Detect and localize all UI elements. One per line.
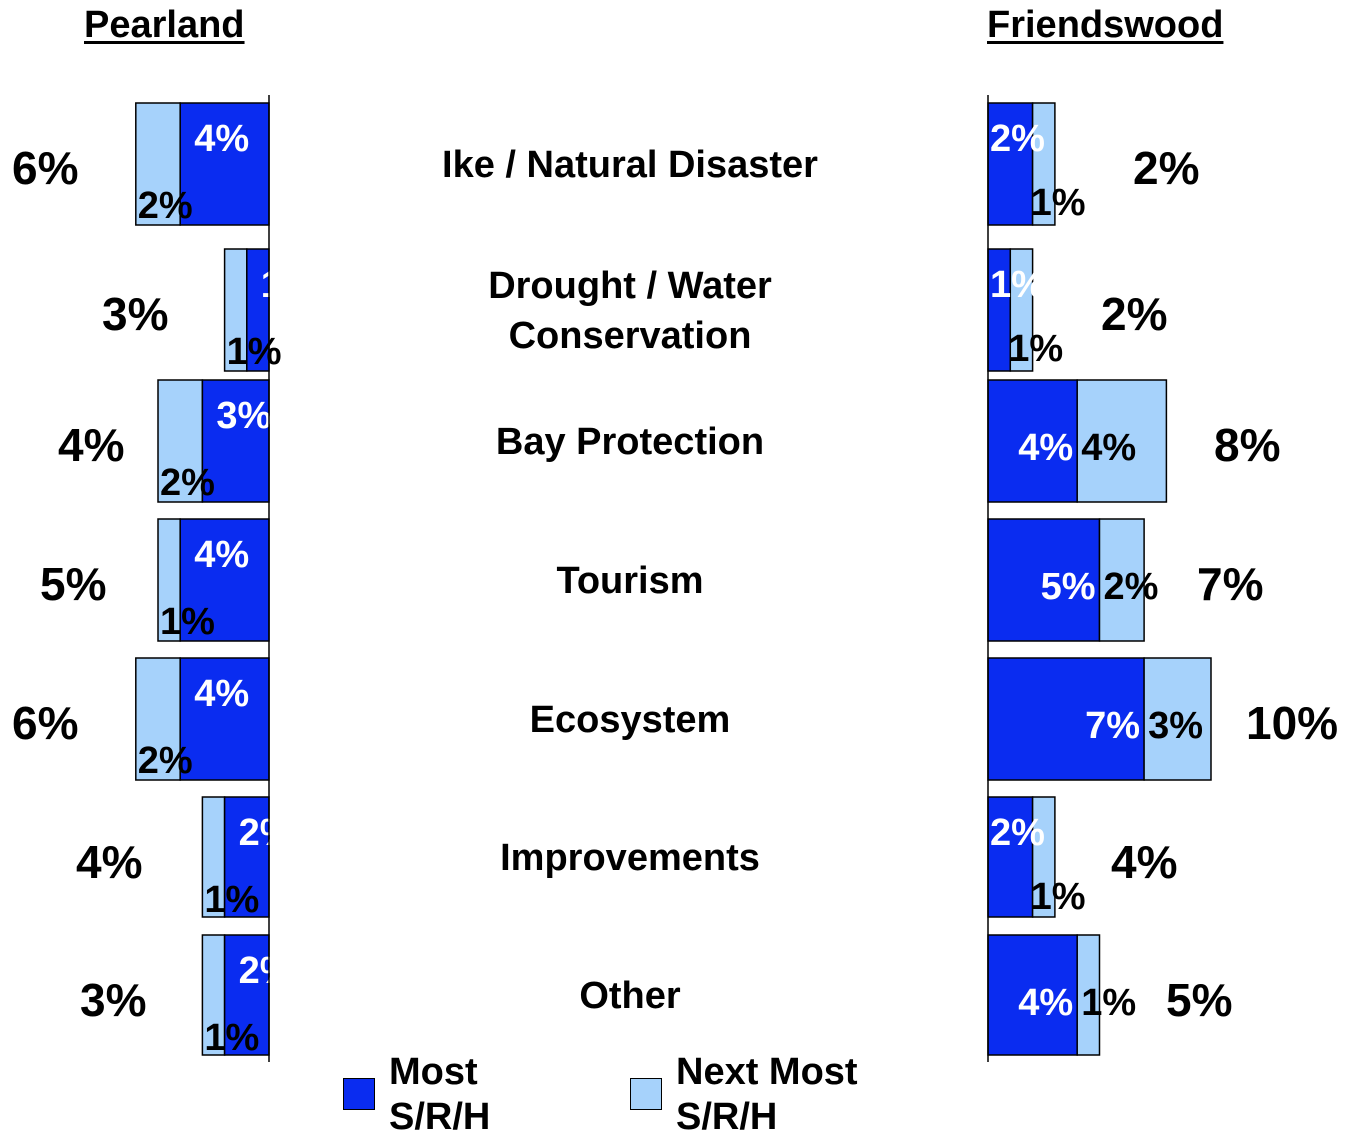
friendswood-label-next-ike-natural-disaster: 1% [1031, 182, 1086, 224]
pearland-label-next-other: 1% [204, 1017, 259, 1059]
pearland-label-most-other: 2% [239, 950, 294, 992]
pearland-bar-next-ike-natural-disaster [135, 102, 181, 226]
friendswood-label-most-improvements: 2% [990, 812, 1045, 854]
pearland-label-next-ike-natural-disaster: 2% [138, 185, 193, 227]
pearland-bar-most-ecosystem [179, 657, 270, 781]
friendswood-bar-next-tourism [1098, 518, 1145, 642]
legend-label-next-most: Next Most S/R/H [676, 1051, 858, 1138]
legend-most: Most S/R/H [343, 1050, 629, 1140]
pearland-label-next-tourism: 1% [160, 601, 215, 643]
legend-next-most: Next Most S/R/H [630, 1050, 916, 1140]
friendswood-label-next-tourism: 2% [1104, 566, 1159, 608]
friendswood-bar-next-other [1076, 934, 1101, 1056]
pearland-total-ike-natural-disaster: 6% [12, 142, 78, 194]
category-label-tourism: Tourism [556, 560, 703, 602]
friendswood-total-ecosystem: 10% [1246, 697, 1338, 749]
pearland-bar-most-improvements [223, 796, 270, 918]
friendswood-label-next-improvements: 1% [1031, 876, 1086, 918]
legend-swatch-next-most [630, 1078, 662, 1110]
category-label-improvements: Improvements [500, 837, 760, 879]
friendswood-label-most-bay-protection: 4% [1018, 427, 1073, 469]
pearland-label-next-ecosystem: 2% [138, 740, 193, 782]
category-label-ike-natural-disaster: Ike / Natural Disaster [442, 144, 818, 186]
pearland-label-most-improvements: 2% [239, 812, 294, 854]
friendswood-total-tourism: 7% [1197, 558, 1263, 610]
pearland-label-next-bay-protection: 2% [160, 462, 215, 504]
friendswood-total-improvements: 4% [1111, 836, 1177, 888]
friendswood-label-next-drought-water-conservation: 1% [1008, 328, 1063, 370]
friendswood-label-next-bay-protection: 4% [1081, 427, 1136, 469]
pearland-label-most-bay-protection: 3% [216, 395, 271, 437]
friendswood-bar-most-ecosystem [987, 657, 1145, 781]
friendswood-title: Friendswood [987, 4, 1224, 46]
friendswood-bar-next-drought-water-conservation [1009, 248, 1034, 372]
friendswood-label-most-ike-natural-disaster: 2% [990, 118, 1045, 160]
pearland-bar-next-ecosystem [135, 657, 181, 781]
friendswood-label-most-drought-water-conservation: 1% [990, 264, 1045, 306]
friendswood-bar-next-ike-natural-disaster [1031, 102, 1056, 226]
friendswood-bar-next-ecosystem [1143, 657, 1212, 781]
pearland-label-next-drought-water-conservation: 1% [227, 331, 282, 373]
pearland-bar-most-bay-protection [201, 379, 270, 503]
category-label-bay-protection: Bay Protection [496, 421, 764, 463]
pearland-total-tourism: 5% [40, 558, 106, 610]
pearland-label-most-drought-water-conservation: 1 [261, 264, 282, 306]
pearland-label-next-improvements: 1% [204, 879, 259, 921]
friendswood-bar-next-bay-protection [1076, 379, 1168, 503]
pearland-total-ecosystem: 6% [12, 697, 78, 749]
pearland-bar-next-bay-protection [157, 379, 204, 503]
pearland-label-most-tourism: 4% [194, 534, 249, 576]
friendswood-label-most-ecosystem: 7% [1085, 705, 1140, 747]
pearland-bar-most-other [223, 934, 270, 1056]
pearland-total-drought-water-conservation: 3% [102, 288, 168, 340]
friendswood-total-other: 5% [1166, 974, 1232, 1026]
friendswood-label-most-other: 4% [1018, 982, 1073, 1024]
legend-swatch-most [343, 1078, 375, 1110]
friendswood-bar-most-tourism [987, 518, 1101, 642]
pearland-label-most-ecosystem: 4% [194, 673, 249, 715]
friendswood-label-next-other: 1% [1081, 982, 1136, 1024]
pearland-total-other: 3% [80, 974, 146, 1026]
pearland-total-bay-protection: 4% [58, 419, 124, 471]
category-label-conservation: Conservation [509, 315, 752, 357]
legend-label-most: Most S/R/H [389, 1051, 491, 1138]
friendswood-bar-next-improvements [1031, 796, 1056, 918]
friendswood-label-next-ecosystem: 3% [1148, 705, 1203, 747]
category-label-ecosystem: Ecosystem [530, 699, 731, 741]
friendswood-total-drought-water-conservation: 2% [1101, 288, 1167, 340]
category-label-other: Other [579, 975, 681, 1017]
pearland-total-improvements: 4% [76, 836, 142, 888]
friendswood-total-bay-protection: 8% [1214, 419, 1280, 471]
friendswood-bar-most-ike-natural-disaster [987, 102, 1034, 226]
friendswood-bar-most-other [987, 934, 1078, 1056]
pearland-title: Pearland [84, 4, 245, 46]
category-label-drought-water: Drought / Water [488, 265, 772, 307]
pearland-label-most-ike-natural-disaster: 4% [194, 118, 249, 160]
friendswood-total-ike-natural-disaster: 2% [1133, 142, 1199, 194]
friendswood-label-most-tourism: 5% [1041, 566, 1096, 608]
pearland-bar-most-tourism [179, 518, 270, 642]
